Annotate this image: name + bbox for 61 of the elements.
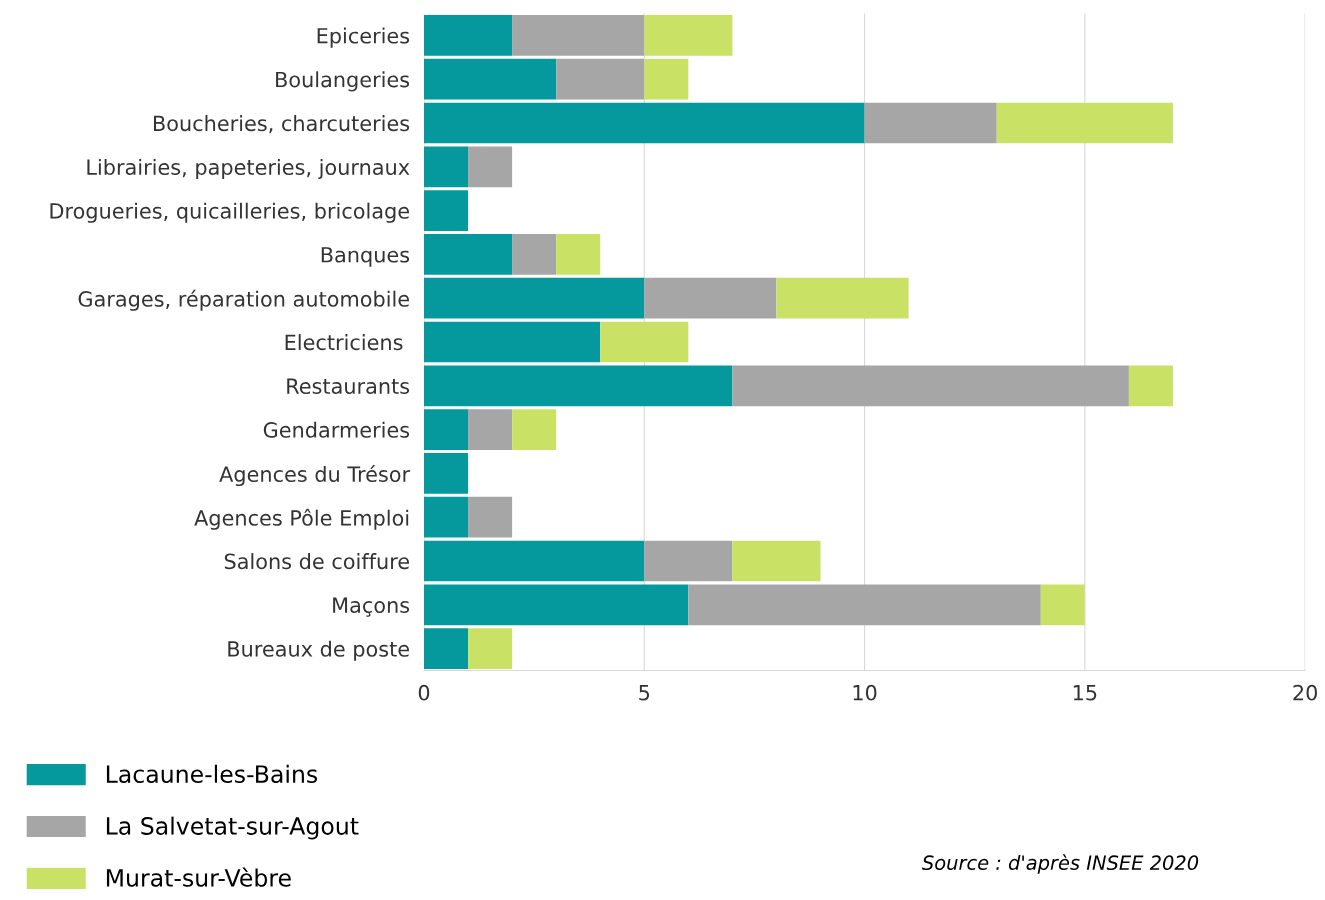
bar [424,277,645,319]
bar [644,15,733,56]
y-tick-label: Gendarmeries [263,421,410,438]
bar [556,58,645,100]
bar [600,321,689,363]
bar [996,102,1173,144]
y-tick-label: Maçons [333,597,410,617]
y-tick-label: Restaurants [287,378,410,395]
bar [424,453,469,494]
bar [424,102,865,144]
bar [512,234,557,275]
bar [424,584,689,626]
bar [644,277,777,319]
y-tick-label: Epiceries [317,27,410,48]
source-note: Source : d'après INSEE 2020 [922,854,1199,874]
bar [424,365,733,407]
bar [776,277,909,319]
bar [732,365,1129,407]
bar [468,628,513,669]
x-tick-label: 0 [418,684,430,701]
legend-label: Lacaune-les-Bains [106,764,318,784]
bar [556,234,601,275]
bar [468,409,513,450]
bar [468,496,513,538]
bar [424,628,469,669]
y-tick-label: Librairies, papeteries, journaux [87,158,410,180]
bar [424,146,469,188]
y-tick-label: Banques [321,247,410,267]
bar [424,496,469,538]
bar [512,15,645,56]
y-tick-label: Agences du Trésor [219,465,411,487]
bar [424,15,513,56]
y-tick-label: Electriciens [285,334,403,351]
bar [644,58,689,100]
bar [732,540,821,582]
bar [424,58,557,100]
bar [1128,365,1173,407]
y-tick-label: Boulangeries [276,71,410,92]
bar [468,146,513,188]
y-tick-label: Agences Pôle Emploi [194,508,409,530]
bar [424,234,513,275]
bar [512,409,557,450]
y-tick-label: Boucheries, charcuteries [153,115,410,134]
x-tick-label: 10 [853,684,877,701]
bar [644,540,733,582]
bar [424,409,469,450]
y-tick-label: Drogueries, quicailleries, bricolage [50,202,409,223]
x-tick-label: 5 [639,685,650,701]
bar [688,584,1041,626]
legend-label: Murat-sur-Vèbre [106,867,291,887]
bar [864,102,997,144]
bar [424,321,601,363]
x-tick-label: 20 [1293,684,1317,701]
y-tick-label: Garages, réparation automobile [78,289,409,311]
legend-label: La Salvetat-sur-Agout [106,816,359,840]
bar [1040,584,1085,626]
y-tick-label: Bureaux de poste [228,640,409,661]
bar [424,190,469,231]
y-tick-label: Salons de coiffure [224,553,409,570]
x-tick-label: 15 [1073,685,1097,701]
bar [424,540,645,582]
